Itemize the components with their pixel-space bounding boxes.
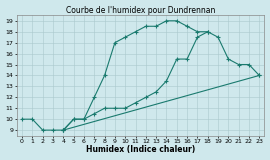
Title: Courbe de l'humidex pour Dundrennan: Courbe de l'humidex pour Dundrennan	[66, 6, 215, 15]
X-axis label: Humidex (Indice chaleur): Humidex (Indice chaleur)	[86, 145, 195, 154]
